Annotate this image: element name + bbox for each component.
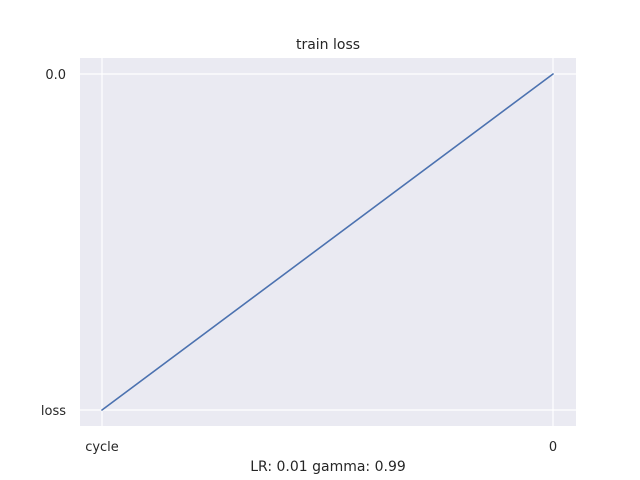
x-tick-label: cycle: [85, 440, 119, 455]
series-group: [101, 73, 554, 411]
y-tick-label: 0.0: [45, 68, 66, 83]
series-line: [101, 73, 554, 411]
x-tick-label: 0: [549, 440, 557, 455]
chart-title: train loss: [296, 37, 360, 53]
tick-labels: cycle 0 loss 0.0: [41, 68, 557, 455]
y-tick-label: loss: [41, 404, 66, 419]
x-axis-label: LR: 0.01 gamma: 0.99: [250, 459, 406, 475]
grid-lines: [80, 58, 576, 426]
